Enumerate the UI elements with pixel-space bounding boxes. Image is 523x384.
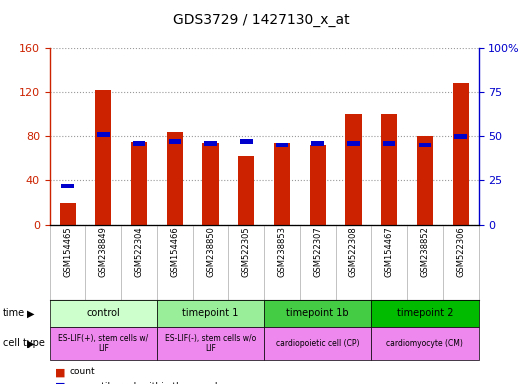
Text: count: count [70,367,95,376]
Bar [276,143,288,147]
Text: GDS3729 / 1427130_x_at: GDS3729 / 1427130_x_at [173,13,350,27]
Bar [202,143,219,225]
Text: ▶: ▶ [27,338,34,349]
Bar [383,141,395,146]
Bar [274,143,290,225]
Text: control: control [86,308,120,318]
Text: cardiopoietic cell (CP): cardiopoietic cell (CP) [276,339,359,348]
Bar [310,145,326,225]
Bar [131,142,147,225]
Text: time: time [3,308,25,318]
Text: ES-LIF(-), stem cells w/o
LIF: ES-LIF(-), stem cells w/o LIF [165,334,256,353]
Text: cell type: cell type [3,338,44,349]
Bar [61,184,74,188]
Bar [347,141,360,146]
Bar [345,114,361,225]
Text: timepoint 1: timepoint 1 [183,308,238,318]
Text: percentile rank within the sample: percentile rank within the sample [70,382,223,384]
Bar [60,203,76,225]
Bar [312,141,324,146]
Bar [454,134,467,139]
Bar [452,83,469,225]
Text: cardiomyocyte (CM): cardiomyocyte (CM) [386,339,463,348]
Bar [204,141,217,146]
Text: timepoint 2: timepoint 2 [396,308,453,318]
Bar [133,141,145,146]
Bar [419,143,431,147]
Bar [97,132,109,137]
Bar [240,139,253,144]
Text: ES-LIF(+), stem cells w/
LIF: ES-LIF(+), stem cells w/ LIF [58,334,149,353]
Text: ■: ■ [55,382,65,384]
Bar [417,136,433,225]
Text: timepoint 1b: timepoint 1b [287,308,349,318]
Bar [95,90,111,225]
Bar [238,156,254,225]
Text: ▶: ▶ [27,308,34,318]
Bar [381,114,397,225]
Bar [168,139,181,144]
Text: ■: ■ [55,367,65,377]
Bar [167,132,183,225]
